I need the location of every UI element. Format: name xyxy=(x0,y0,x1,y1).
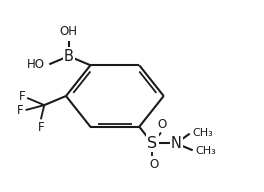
Text: N: N xyxy=(171,136,182,151)
Text: O: O xyxy=(158,118,167,131)
Text: O: O xyxy=(149,158,158,171)
Text: S: S xyxy=(147,136,158,151)
Text: B: B xyxy=(64,49,74,64)
Text: HO: HO xyxy=(27,58,45,71)
Text: F: F xyxy=(17,103,23,117)
Text: OH: OH xyxy=(60,25,78,38)
Text: F: F xyxy=(37,121,44,134)
Text: CH₃: CH₃ xyxy=(193,128,214,138)
Text: F: F xyxy=(18,90,25,103)
Text: CH₃: CH₃ xyxy=(196,146,216,156)
